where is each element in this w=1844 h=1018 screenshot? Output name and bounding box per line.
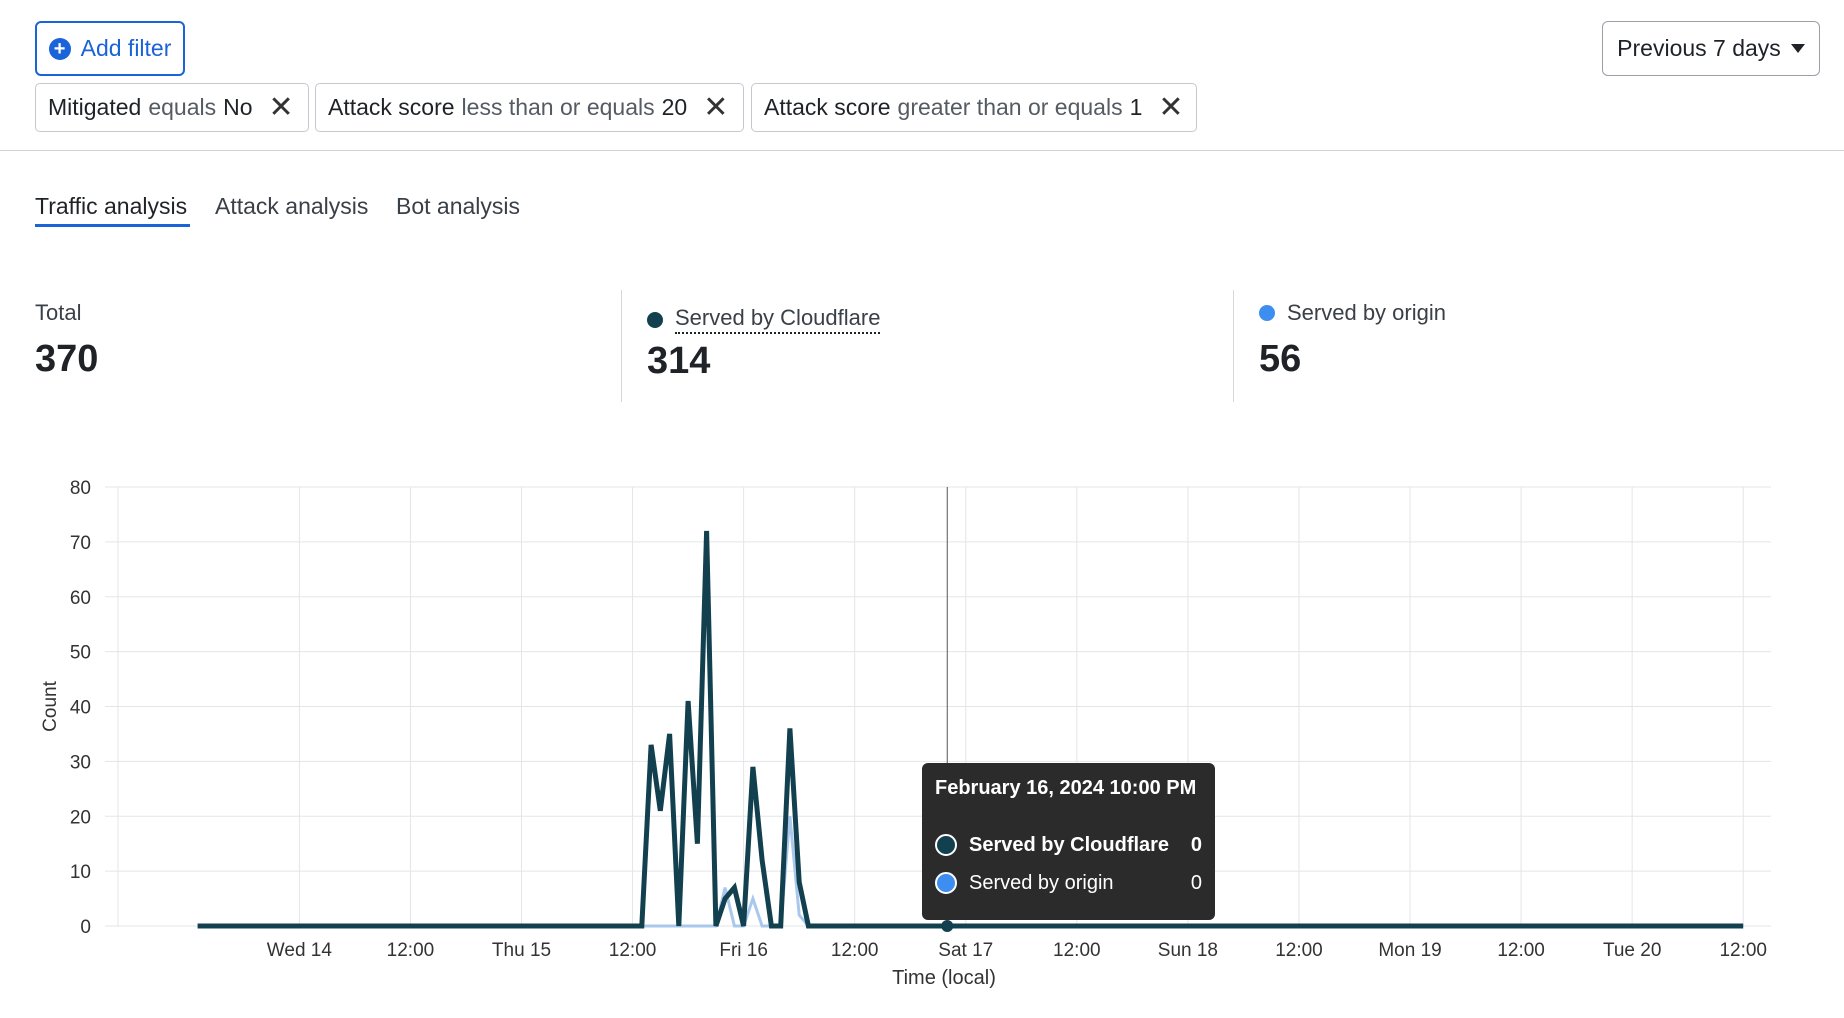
y-tick-label: 50 — [70, 643, 91, 664]
x-tick-label: 12:00 — [1497, 940, 1545, 961]
filter-chip-attack-score-gte[interactable]: Attack score greater than or equals 1 ✕ — [751, 83, 1197, 132]
filter-operator: less than or equals — [461, 94, 655, 120]
y-tick-label: 20 — [70, 807, 91, 828]
tooltip-row-cloudflare: Served by Cloudflare 0 — [935, 826, 1202, 864]
stat-divider — [621, 290, 622, 402]
tab-traffic-analysis[interactable]: Traffic analysis — [35, 193, 188, 219]
x-axis-label: Time (local) — [892, 967, 996, 989]
series-line-origin — [197, 816, 1744, 928]
y-tick-label: 0 — [80, 917, 91, 938]
plus-circle-icon: + — [48, 37, 71, 60]
y-tick-label: 80 — [70, 478, 91, 499]
add-filter-button[interactable]: + Add filter — [35, 21, 185, 76]
y-tick-label: 60 — [70, 588, 91, 609]
x-tick-label: 12:00 — [1719, 940, 1767, 961]
tab-attack-analysis[interactable]: Attack analysis — [215, 193, 369, 219]
caret-down-icon — [1790, 44, 1805, 53]
stat-divider — [1233, 290, 1234, 402]
cloudflare-dot-icon — [647, 311, 663, 328]
x-tick-label: Tue 20 — [1603, 940, 1661, 961]
date-range-label: Previous 7 days — [1617, 35, 1781, 61]
tab-bot-analysis[interactable]: Bot analysis — [396, 193, 521, 219]
x-tick-label: 12:00 — [1053, 940, 1101, 961]
filter-field: Mitigated — [48, 94, 142, 120]
tooltip-row-value: 0 — [1190, 871, 1202, 894]
series-line-cloudflare — [197, 530, 1744, 929]
y-tick-label: 30 — [70, 752, 91, 773]
filter-value: No — [223, 94, 253, 120]
x-tick-label: Sun 18 — [1158, 940, 1218, 961]
tooltip-row-name: Served by origin — [969, 871, 1114, 894]
filter-value: 1 — [1129, 94, 1143, 120]
x-tick-label: Mon 19 — [1378, 940, 1441, 961]
stat-origin-label: Served by origin — [1287, 300, 1446, 325]
x-tick-label: Fri 16 — [719, 940, 768, 961]
y-axis-label: Count — [40, 680, 61, 731]
x-tick-label: 12:00 — [831, 940, 879, 961]
stat-cloudflare-label[interactable]: Served by Cloudflare — [675, 305, 881, 334]
add-filter-label: Add filter — [80, 35, 172, 61]
stat-cloudflare: Served by Cloudflare 314 — [647, 305, 881, 383]
tooltip-row-value: 0 — [1190, 833, 1202, 856]
stat-total-label: Total — [35, 300, 82, 325]
close-icon[interactable]: ✕ — [703, 90, 729, 124]
filter-operator: greater than or equals — [897, 94, 1123, 120]
close-icon[interactable]: ✕ — [1158, 90, 1184, 124]
chart-tooltip: February 16, 2024 10:00 PM Served by Clo… — [922, 763, 1215, 920]
y-tick-label: 70 — [70, 533, 91, 554]
filter-value: 20 — [661, 94, 688, 120]
filter-chip-attack-score-lte[interactable]: Attack score less than or equals 20 ✕ — [315, 83, 744, 132]
stat-origin: Served by origin 56 — [1259, 300, 1446, 381]
stat-total: Total 370 — [35, 300, 98, 381]
origin-dot-icon — [1259, 305, 1275, 321]
x-tick-label: 12:00 — [609, 940, 657, 961]
date-range-dropdown[interactable]: Previous 7 days — [1602, 21, 1820, 76]
x-tick-label: Thu 15 — [492, 940, 551, 961]
x-tick-label: Wed 14 — [267, 940, 333, 961]
filter-operator: equals — [148, 94, 217, 120]
stat-origin-value: 56 — [1259, 338, 1302, 380]
y-tick-label: 10 — [70, 862, 91, 883]
y-tick-label: 40 — [70, 698, 91, 719]
header-divider — [0, 150, 1844, 151]
stat-cloudflare-value: 314 — [647, 340, 711, 382]
filter-field: Attack score — [764, 94, 891, 120]
x-tick-label: 12:00 — [387, 940, 435, 961]
filter-field: Attack score — [328, 94, 455, 120]
stat-total-value: 370 — [35, 338, 99, 380]
hover-point — [941, 920, 954, 932]
tooltip-title: February 16, 2024 10:00 PM — [935, 777, 1197, 799]
x-tick-label: 12:00 — [1275, 940, 1323, 961]
cloudflare-dot-icon — [935, 834, 957, 856]
tooltip-row-origin: Served by origin 0 — [935, 864, 1202, 902]
x-tick-label: Sat 17 — [938, 940, 993, 961]
close-icon[interactable]: ✕ — [268, 90, 294, 124]
origin-dot-icon — [935, 872, 957, 894]
tooltip-row-name: Served by Cloudflare — [969, 833, 1170, 856]
filter-chip-mitigated[interactable]: Mitigated equals No ✕ — [35, 83, 309, 132]
active-tab-indicator — [35, 224, 190, 227]
traffic-line-chart[interactable]: 0 10 20 30 40 50 60 70 80 Wed 14 12:00 Thu 15 12:00… — [0, 460, 1844, 1000]
